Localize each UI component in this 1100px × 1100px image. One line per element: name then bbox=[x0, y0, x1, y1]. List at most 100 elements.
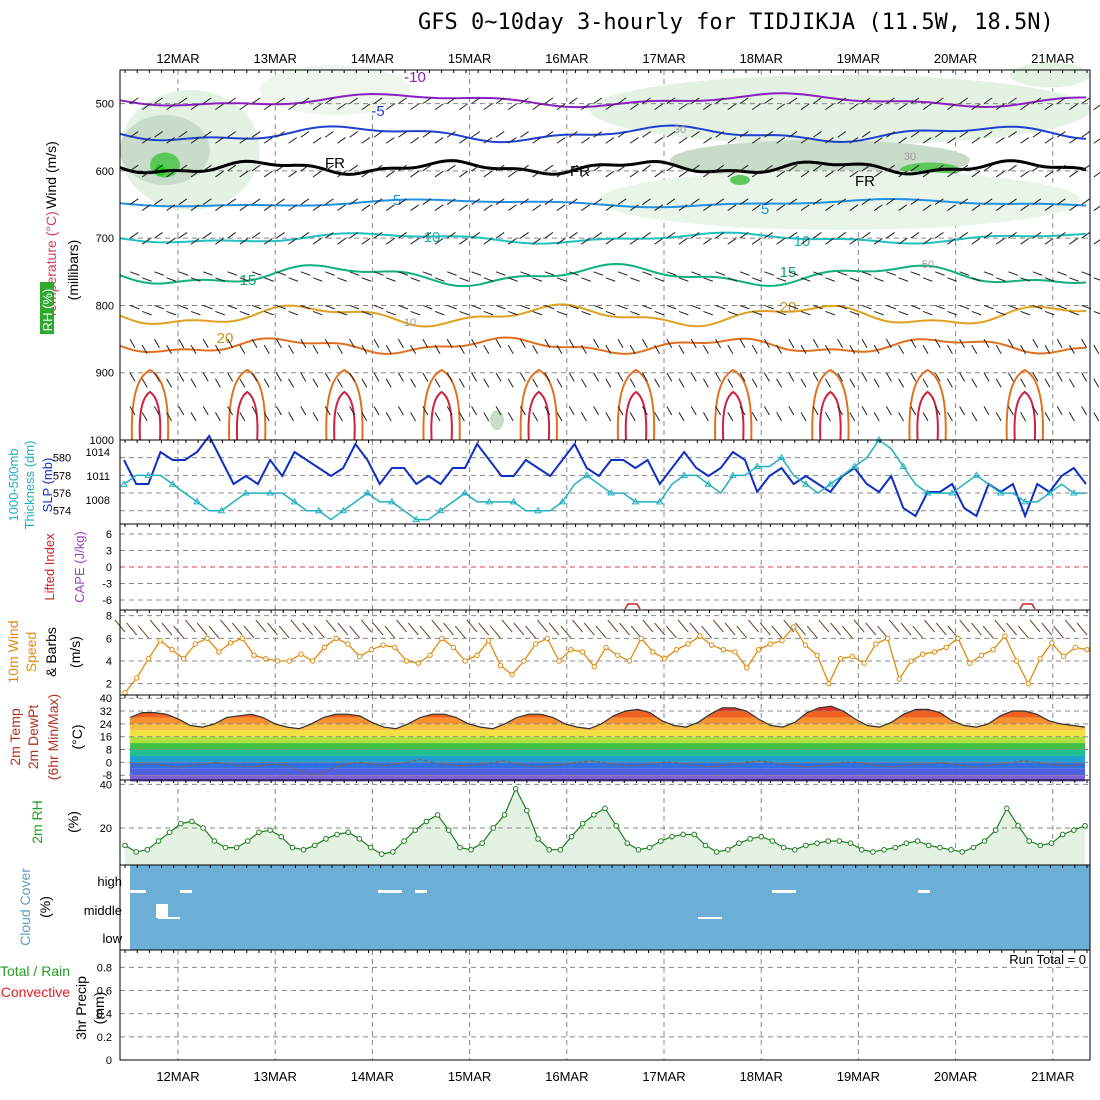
wind-barb bbox=[227, 97, 237, 105]
wind-barb bbox=[532, 103, 542, 111]
date-label-bottom: 13MAR bbox=[254, 1069, 297, 1084]
rh-marker bbox=[300, 846, 307, 853]
thickness-marker bbox=[680, 471, 689, 478]
warm-loop bbox=[908, 368, 947, 441]
wind-barb bbox=[556, 277, 567, 282]
rh-marker bbox=[144, 846, 151, 853]
wind-barb bbox=[1007, 406, 1014, 416]
wind-barb bbox=[910, 131, 920, 138]
wind-barb bbox=[214, 412, 221, 422]
wind-barb bbox=[873, 204, 883, 211]
wind-barb-10m bbox=[630, 625, 642, 639]
wind-barb bbox=[129, 97, 139, 105]
wind-barb bbox=[593, 271, 604, 276]
wind-barb bbox=[434, 378, 441, 388]
wind-barb bbox=[251, 304, 262, 310]
rh-marker bbox=[724, 846, 731, 853]
wind-barb bbox=[251, 338, 258, 349]
wind-barb bbox=[337, 204, 346, 211]
wind-barb bbox=[910, 232, 920, 239]
rh-tick-label: 40 bbox=[100, 779, 112, 791]
wind-barb bbox=[373, 338, 380, 349]
wind-speed-marker bbox=[532, 641, 539, 647]
wind-barb bbox=[202, 372, 209, 382]
wind-barb bbox=[569, 271, 579, 276]
wind-barb-10m bbox=[396, 619, 407, 633]
wind-speed-marker bbox=[955, 635, 961, 642]
wind-barb bbox=[715, 232, 725, 239]
wind-barb bbox=[873, 103, 883, 111]
lifted-index-label: Lifted Index bbox=[42, 533, 57, 601]
wind-barb-10m bbox=[994, 619, 1006, 633]
cloud-units-label: (%) bbox=[37, 896, 53, 918]
wind-units-label: (m/s) bbox=[67, 636, 83, 668]
wind-barb bbox=[458, 344, 465, 355]
wind-barb bbox=[349, 198, 359, 205]
wind-barb bbox=[556, 310, 567, 316]
wind-barb bbox=[1020, 344, 1027, 355]
thickness-marker bbox=[850, 462, 859, 470]
precip-units-label: (mm) bbox=[91, 992, 107, 1025]
wind-barb bbox=[142, 310, 152, 316]
wind-barb bbox=[825, 277, 835, 282]
pressure-tick-label: 600 bbox=[96, 166, 114, 178]
wind-barb bbox=[312, 204, 322, 211]
wind-barb bbox=[544, 372, 551, 382]
wind-barb bbox=[569, 304, 579, 310]
wind-barb bbox=[739, 338, 746, 349]
wind-barb-10m bbox=[360, 619, 372, 633]
thickness-marker bbox=[363, 489, 372, 496]
wind-barb bbox=[471, 304, 482, 310]
wind-barb bbox=[446, 338, 453, 349]
wind-barb bbox=[654, 378, 661, 388]
wind-barb-10m bbox=[349, 625, 361, 639]
wind-barb bbox=[898, 277, 909, 282]
wind-barb bbox=[336, 412, 343, 422]
wind-barb bbox=[178, 304, 189, 310]
wind-barb bbox=[154, 232, 163, 239]
wind-barb bbox=[300, 232, 310, 239]
wind-barb bbox=[483, 204, 493, 211]
wind-barb bbox=[495, 338, 502, 349]
wind-barb bbox=[641, 338, 648, 349]
wind-barb bbox=[312, 277, 323, 282]
wind-tick-label: 2 bbox=[106, 679, 112, 691]
thickness-marker bbox=[1045, 489, 1054, 496]
wind-barb bbox=[837, 304, 848, 310]
rh-marker bbox=[211, 838, 218, 844]
wind-barb bbox=[1008, 164, 1017, 172]
rh-marker bbox=[311, 842, 318, 849]
wind-barb bbox=[959, 338, 966, 349]
wind-barb bbox=[520, 271, 530, 276]
wind-barb bbox=[1056, 372, 1063, 382]
wind-barb bbox=[690, 406, 697, 416]
wind-barb bbox=[288, 170, 298, 178]
wind-barb bbox=[715, 164, 725, 172]
wind-barb bbox=[361, 170, 371, 178]
wind-barb bbox=[447, 271, 457, 276]
isotherm-minus5 bbox=[119, 124, 1087, 144]
wind-barb-10m bbox=[689, 622, 701, 636]
wind-barb-10m bbox=[982, 625, 994, 639]
wind-barb bbox=[1081, 372, 1088, 382]
wind-barb bbox=[275, 338, 282, 349]
temp-line bbox=[129, 705, 1086, 730]
wind-barb bbox=[1044, 344, 1051, 355]
wind-barb bbox=[727, 170, 737, 178]
rh-shading bbox=[1010, 62, 1090, 88]
rh-marker bbox=[178, 820, 184, 827]
wind-barb bbox=[678, 378, 685, 388]
wind-barb bbox=[691, 271, 701, 276]
wind-barb bbox=[1081, 406, 1088, 416]
date-label-bottom: 20MAR bbox=[934, 1069, 977, 1084]
wind-barb bbox=[361, 238, 371, 245]
wind-barb bbox=[654, 204, 664, 211]
warm-loop bbox=[616, 368, 656, 441]
contour-label: 10 bbox=[424, 229, 441, 246]
wind-barb bbox=[837, 372, 844, 382]
panel-frame bbox=[119, 949, 1091, 1061]
wind-barb bbox=[214, 378, 221, 388]
wind-barb bbox=[812, 232, 822, 239]
wind-barb bbox=[995, 103, 1005, 111]
wind-barb bbox=[556, 412, 563, 422]
